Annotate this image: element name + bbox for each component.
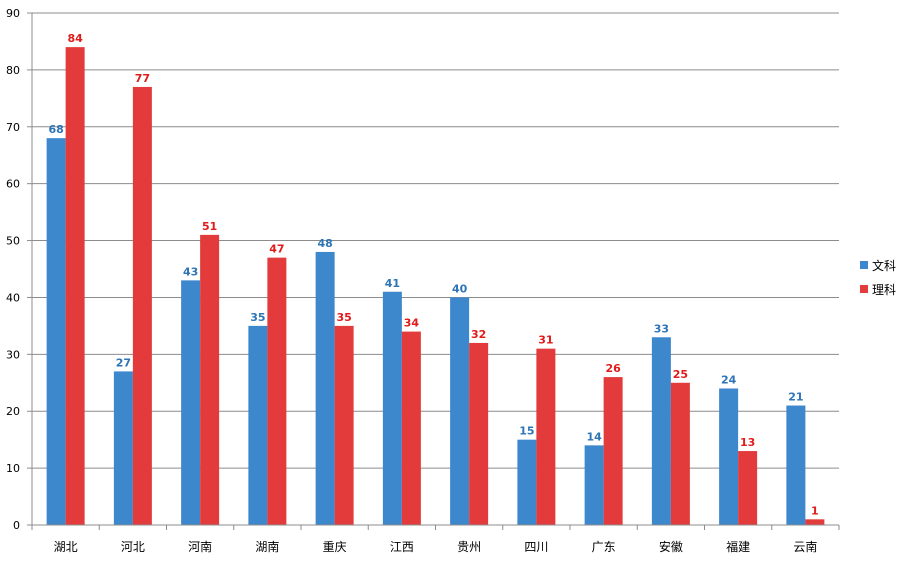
data-label: 13 [740,436,755,449]
y-tick-label: 10 [6,462,20,475]
data-label: 15 [519,425,534,438]
y-tick-label: 80 [6,64,20,77]
bar-like [805,519,825,525]
x-category-label: 广东 [592,540,616,554]
x-category-label: 重庆 [323,540,347,554]
data-label: 48 [317,237,332,250]
x-category-label: 湖南 [255,539,279,554]
y-tick-label: 30 [6,348,20,361]
bar-like [267,257,287,525]
data-label: 84 [67,32,83,45]
data-label: 1 [811,504,819,517]
y-tick-label: 90 [6,7,20,20]
bar-wenke [315,251,335,525]
bar-wenke [382,291,402,525]
legend-swatch [860,285,868,293]
bar-wenke [248,325,268,525]
x-category-label: 安徽 [659,539,683,554]
data-label: 31 [538,334,553,347]
bar-like [65,47,85,526]
data-label: 25 [673,368,688,381]
bar-like [738,451,758,525]
bar-wenke [584,445,604,525]
data-label: 24 [721,373,737,386]
legend-swatch [860,261,868,269]
data-label: 35 [250,311,265,324]
legend-label: 文科 [872,258,896,273]
bar-wenke [719,388,739,525]
data-label: 68 [48,123,63,136]
data-label: 14 [586,430,602,443]
x-category-label: 四川 [524,540,548,554]
data-label: 77 [135,72,150,85]
data-label: 34 [404,317,420,330]
y-tick-label: 40 [6,291,20,304]
x-category-label: 贵州 [457,540,481,554]
y-tick-label: 60 [6,178,20,191]
y-tick-label: 50 [6,235,20,248]
bar-wenke [113,371,133,525]
data-label: 51 [202,220,217,233]
bar-like [469,342,489,525]
data-label: 32 [471,328,486,341]
bar-like [334,325,354,525]
gridlines [32,12,839,469]
legend-label: 理科 [872,283,896,297]
x-category-label: 福建 [726,539,750,554]
y-tick-label: 20 [6,405,20,418]
x-category-label: 江西 [390,540,414,554]
data-label: 40 [452,282,468,295]
bars [46,47,825,526]
bar-wenke [46,138,66,525]
bar-wenke [517,439,537,525]
data-label: 41 [385,277,400,290]
y-tick-label: 70 [6,121,20,134]
bar-like [670,382,690,525]
bar-like [603,377,623,525]
data-label: 43 [183,265,198,278]
bar-wenke [450,297,470,525]
axes: 0 10 20 30 40 50 60 70 80 90 湖北 河北 河南 湖南 重庆 江西 贵州 四川 广东 安徽 福… [6,7,840,554]
bar-wenke [786,405,806,525]
data-label: 21 [788,391,803,404]
data-label: 47 [269,243,284,256]
bar-wenke [181,280,201,525]
y-tick-label: 0 [13,519,20,532]
bar-like [132,86,152,525]
x-category-label: 湖北 [54,539,78,554]
data-label: 26 [605,362,621,375]
bar-like [401,331,421,525]
x-category-label: 云南 [793,539,817,554]
data-label: 35 [336,311,351,324]
bar-like [536,348,556,525]
data-label: 27 [116,356,131,369]
x-category-label: 河南 [188,539,212,554]
bar-like [200,234,220,525]
data-label: 33 [654,322,669,335]
data-labels: 68 27 43 35 48 41 40 15 14 33 24 21 84 77 51 47 35 34 32 31… [48,32,818,517]
bar-wenke [651,337,671,525]
x-category-label: 河北 [121,540,145,554]
